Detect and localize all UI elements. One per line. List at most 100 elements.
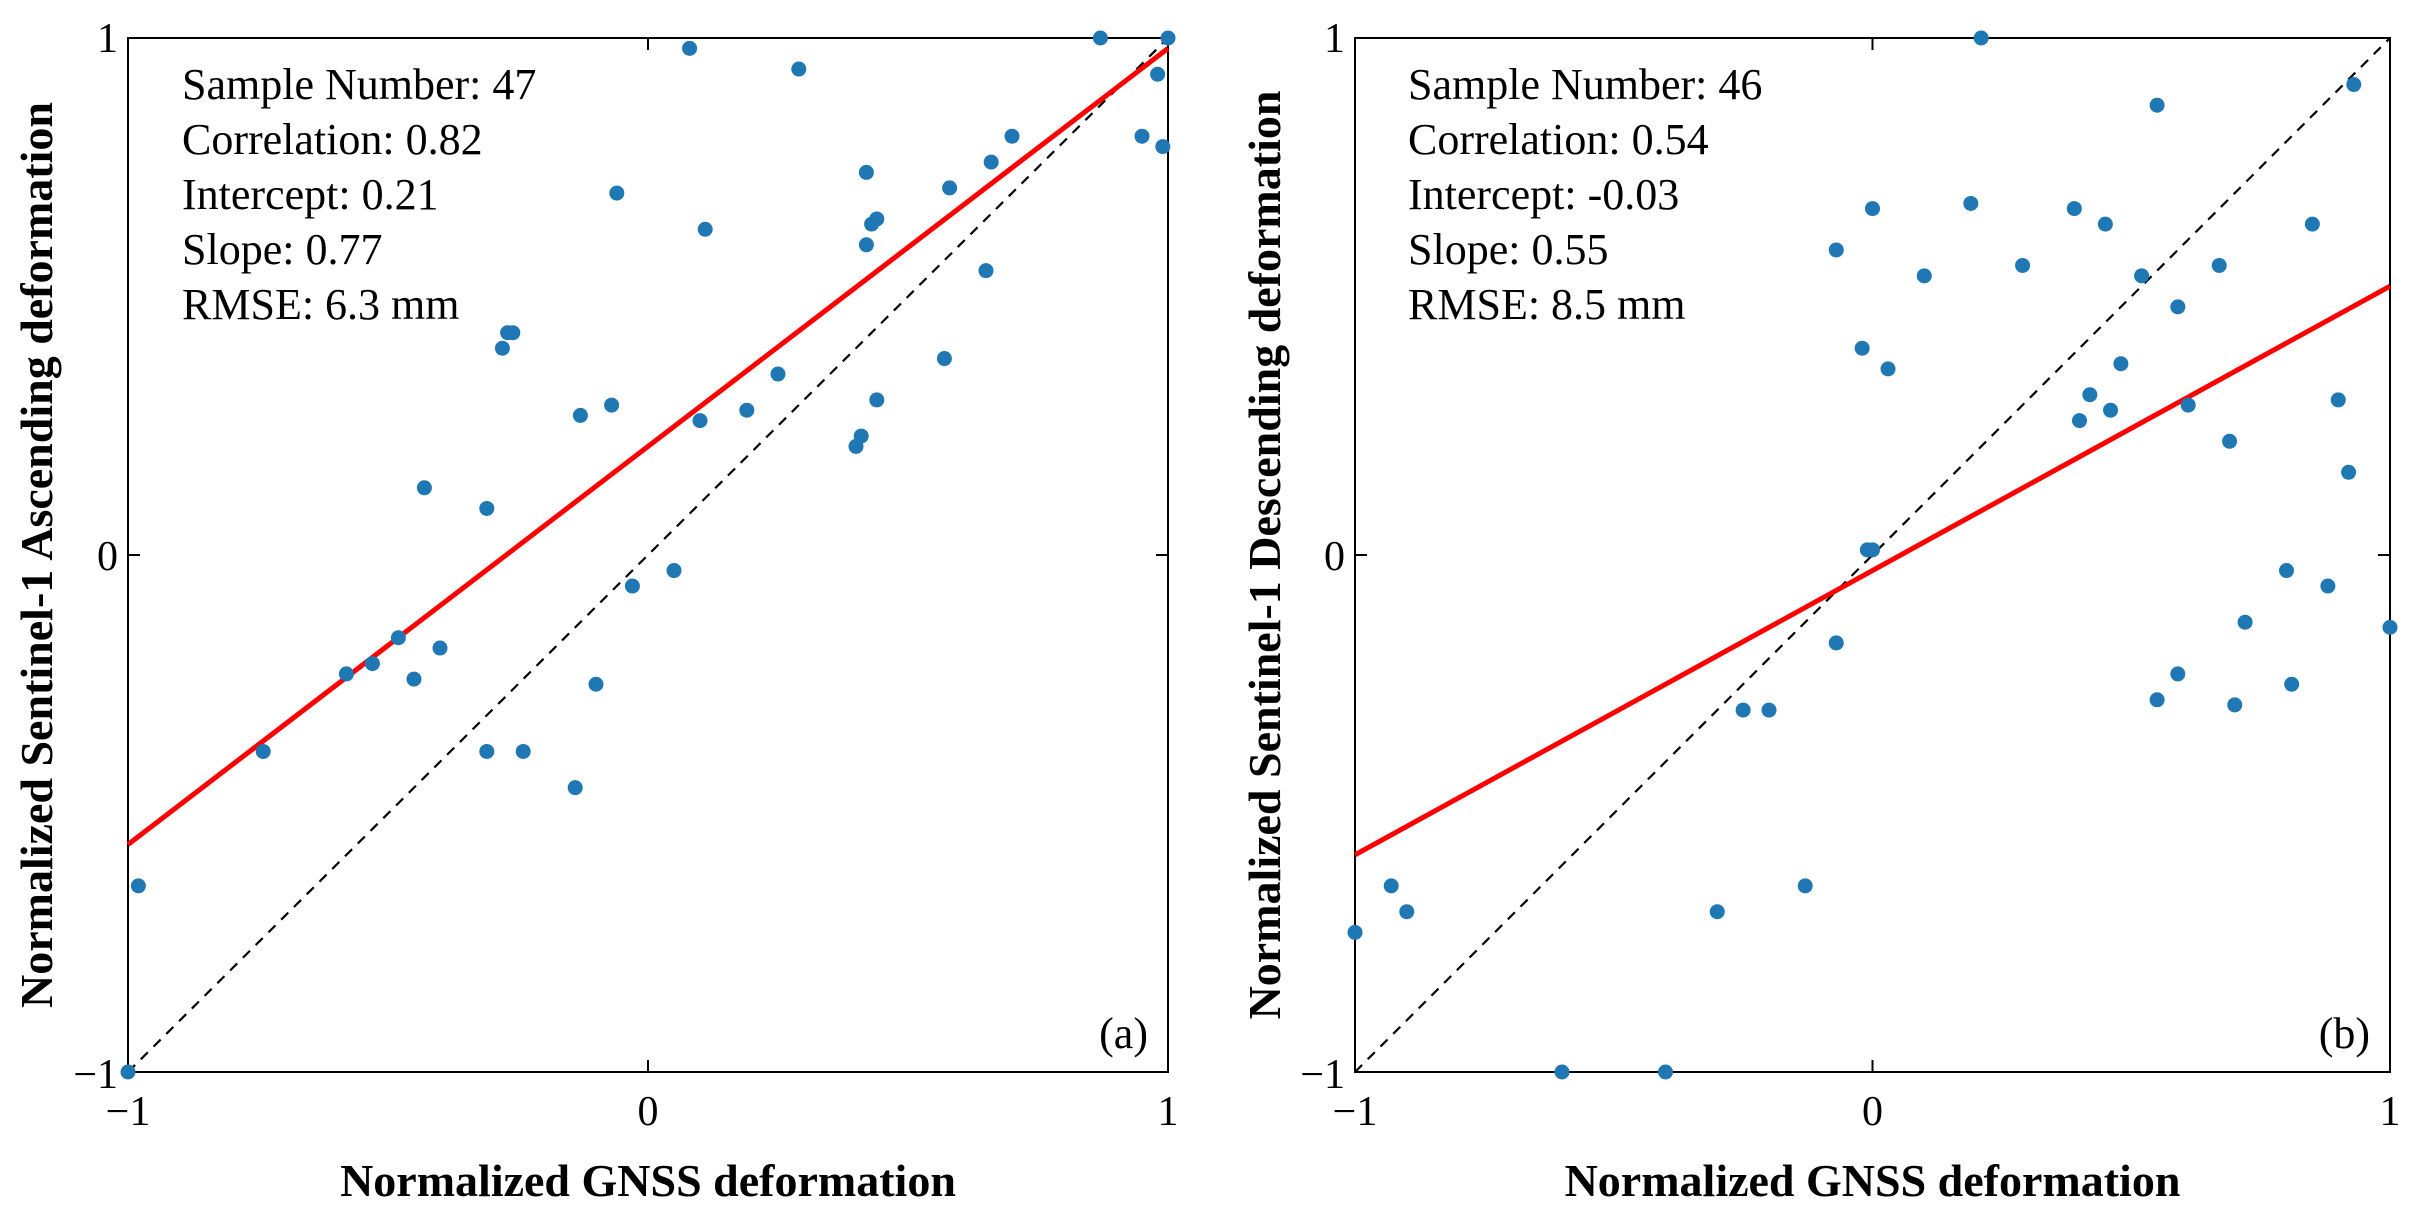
ticks <box>127 38 1169 1072</box>
data-point <box>2015 257 2031 273</box>
data-point <box>869 392 885 408</box>
data-point <box>2279 563 2294 579</box>
data-point <box>432 640 448 656</box>
y-tick-label: 1 <box>97 16 118 62</box>
data-point <box>2320 578 2336 594</box>
fit-line <box>1353 283 2392 858</box>
data-point <box>567 780 583 796</box>
data-point <box>2072 413 2087 429</box>
data-point <box>1735 702 1751 718</box>
data-point <box>1880 361 1896 377</box>
data-point <box>505 325 521 341</box>
stat-intercept: Intercept: -0.03 <box>1408 170 1679 219</box>
data-point <box>2113 356 2129 372</box>
panel-a: −1 0 1 1 0 −1 Normalized GNSS deformatio… <box>11 16 1179 1206</box>
x-axis-title: Normalized GNSS deformation <box>340 1155 956 1206</box>
data-point <box>1347 924 1363 940</box>
data-point <box>2211 257 2227 273</box>
data-point <box>2149 97 2165 113</box>
data-point <box>1658 1064 1673 1080</box>
data-point <box>2284 676 2300 692</box>
data-point <box>2237 614 2253 630</box>
ticks <box>1354 38 2391 1072</box>
data-point <box>692 413 708 429</box>
y-axis-title: Normalized Sentinel-1 Descending deforma… <box>1239 91 1290 1020</box>
data-point <box>858 237 874 253</box>
data-point <box>1092 30 1108 46</box>
stat-slope: Slope: 0.55 <box>1408 225 1608 274</box>
data-point <box>479 500 495 516</box>
fit-line <box>126 46 1170 847</box>
data-point <box>2304 216 2320 232</box>
data-point <box>1828 635 1844 651</box>
data-point <box>2134 268 2150 284</box>
data-point <box>1963 195 1979 211</box>
y-axis-title: Normalized Sentinel-1 Ascending deformat… <box>11 102 62 1008</box>
data-point <box>1828 242 1844 258</box>
data-point <box>624 578 640 594</box>
data-point <box>1916 268 1932 284</box>
data-point <box>1134 128 1150 144</box>
data-point <box>255 743 271 759</box>
data-point <box>2222 433 2238 449</box>
stat-intercept: Intercept: 0.21 <box>182 170 439 219</box>
data-point <box>2180 397 2196 413</box>
x-tick-label: 1 <box>2380 1089 2401 1135</box>
data-point <box>2097 216 2113 232</box>
x-tick-label: 0 <box>1862 1089 1883 1135</box>
data-point <box>791 61 807 77</box>
data-point <box>2082 387 2098 403</box>
data-point <box>739 402 755 418</box>
data-point <box>978 263 994 279</box>
data-point <box>858 164 874 180</box>
data-point <box>2170 666 2186 682</box>
data-point <box>1761 702 1777 718</box>
data-point <box>1973 30 1989 46</box>
data-point <box>416 480 432 496</box>
data-point <box>1155 139 1171 155</box>
stat-sample-number: Sample Number: 46 <box>1408 60 1762 109</box>
identity-line <box>1354 37 2391 1073</box>
data-point <box>2066 201 2082 217</box>
stat-rmse: RMSE: 8.5 mm <box>1408 280 1686 329</box>
data-point <box>1004 128 1020 144</box>
stat-sample-number: Sample Number: 47 <box>182 60 536 109</box>
y-tick-label: −1 <box>73 1052 118 1098</box>
stat-correlation: Correlation: 0.54 <box>1408 115 1709 164</box>
x-tick-label: −1 <box>106 1089 151 1135</box>
data-point <box>120 1064 136 1080</box>
x-tick-label: 1 <box>1158 1089 1179 1135</box>
data-point <box>682 40 698 56</box>
data-point <box>479 743 495 759</box>
data-point <box>1865 542 1880 558</box>
data-point <box>2341 464 2357 480</box>
data-point <box>2346 77 2362 93</box>
x-axis-title: Normalized GNSS deformation <box>1565 1155 2181 1206</box>
data-point <box>1854 340 1870 356</box>
y-tick-label: −1 <box>1300 1052 1345 1098</box>
stats-box: Sample Number: 46 Correlation: 0.54 Inte… <box>1408 60 1762 329</box>
data-point <box>572 407 588 423</box>
data-point <box>853 428 869 444</box>
data-point <box>2330 392 2346 408</box>
x-tick-label: 0 <box>638 1089 659 1135</box>
panel-b: −1 0 1 1 0 −1 Normalized GNSS deformatio… <box>1239 16 2401 1206</box>
data-points <box>120 30 1176 1080</box>
data-point <box>515 743 531 759</box>
data-point <box>604 397 620 413</box>
data-point <box>869 211 885 227</box>
data-point <box>364 656 380 672</box>
data-point <box>936 351 952 367</box>
data-point <box>338 666 354 682</box>
data-point <box>588 676 604 692</box>
data-point <box>2170 299 2186 315</box>
data-point <box>130 878 146 894</box>
y-tick-label: 1 <box>1324 16 1345 62</box>
data-point <box>1865 201 1880 217</box>
data-point <box>406 671 422 687</box>
data-point <box>1399 904 1415 920</box>
data-point <box>697 221 713 237</box>
data-point <box>494 340 510 356</box>
x-tick-label: −1 <box>1333 1089 1378 1135</box>
data-point <box>666 563 682 579</box>
